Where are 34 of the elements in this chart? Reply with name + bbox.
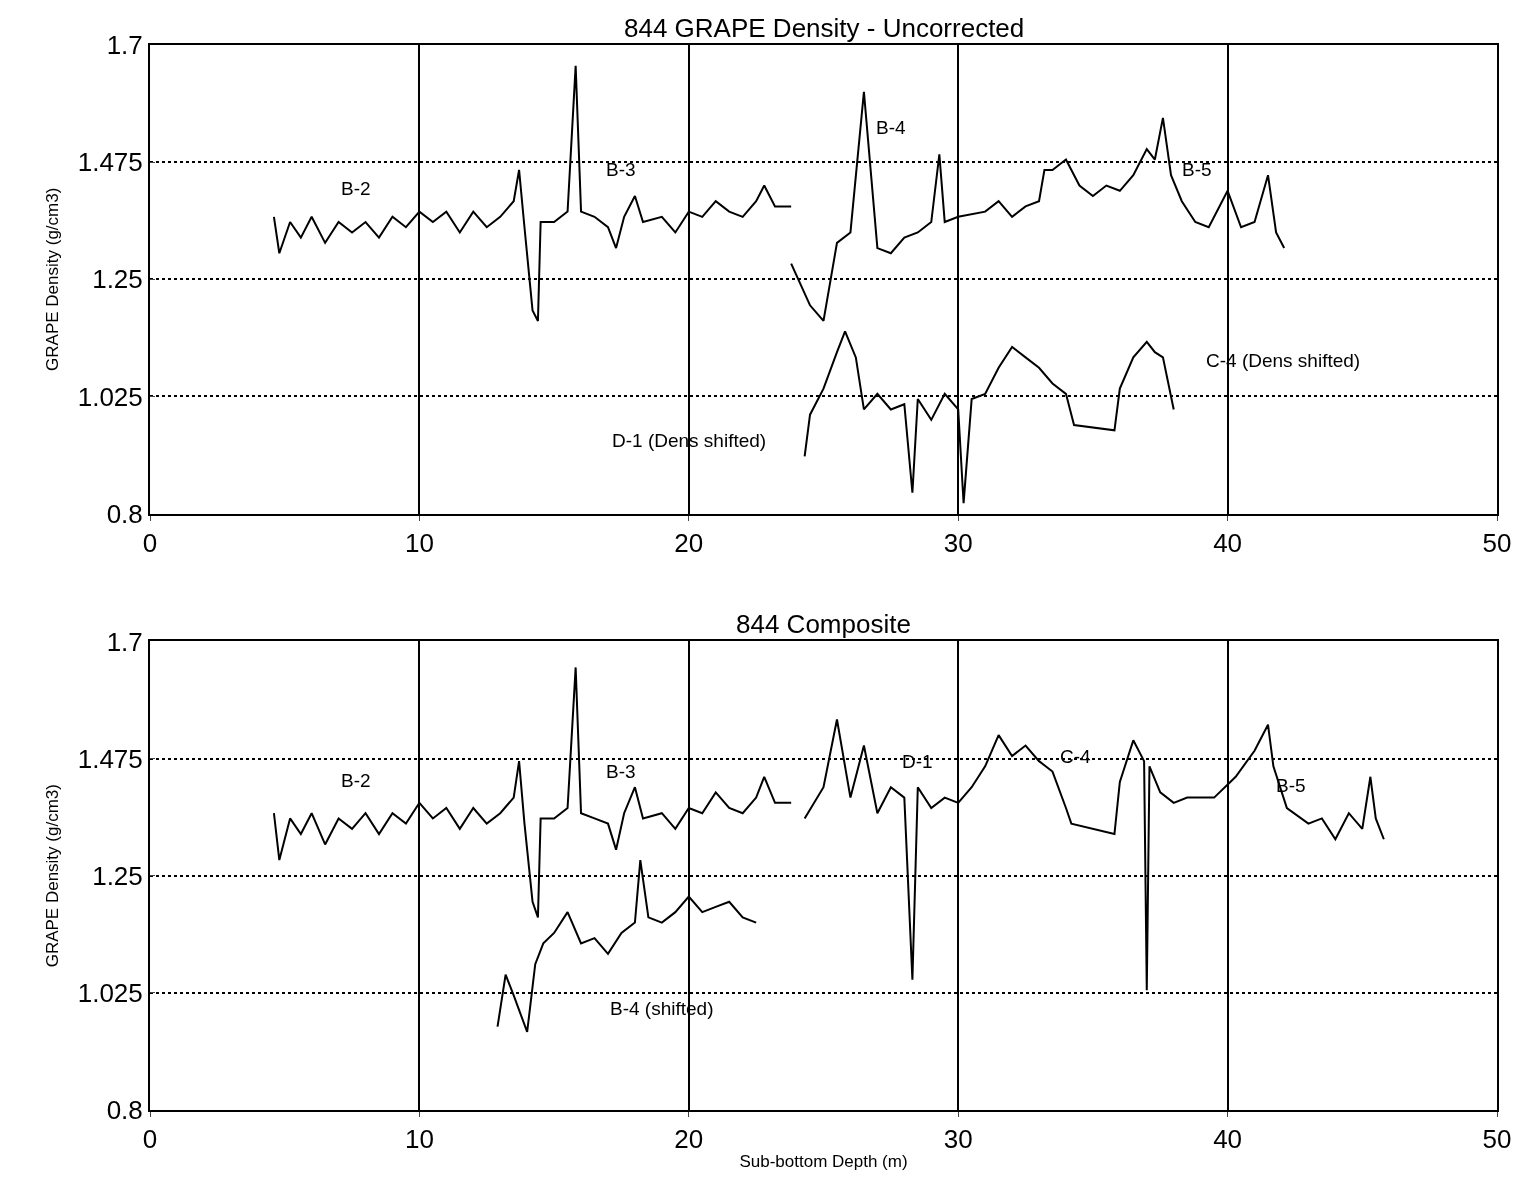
annotation: B-3	[606, 761, 636, 782]
x-tick-label: 0	[142, 527, 158, 558]
x-tick-label: 10	[404, 1124, 434, 1155]
annotation: B-3	[606, 159, 636, 180]
chart-title: 844 Composite	[736, 609, 911, 639]
y-tick-label: 1.475	[77, 147, 143, 178]
x-tick-label: 50	[1482, 527, 1512, 558]
y-tick-label: 1.25	[92, 264, 143, 295]
y-tick-label: 0.8	[106, 1095, 143, 1126]
y-tick-label: 1.25	[92, 860, 143, 891]
y-tick-label: 1.7	[106, 30, 143, 61]
annotation: B-4	[876, 117, 906, 138]
x-tick-label: 50	[1482, 1124, 1512, 1155]
x-tick-label: 30	[943, 527, 973, 558]
annotation: B-5	[1182, 159, 1212, 180]
x-tick-label: 40	[1213, 1124, 1243, 1155]
x-tick-label: 20	[674, 1124, 704, 1155]
x-tick-label: 30	[943, 1124, 973, 1155]
y-tick-label: 1.7	[106, 626, 143, 657]
y-tick-label: 1.025	[77, 381, 143, 412]
x-tick-label: 20	[674, 527, 704, 558]
annotation: D-1	[902, 751, 933, 772]
y-tick-label: 0.8	[106, 498, 143, 529]
x-axis-title: Sub-bottom Depth (m)	[739, 1152, 908, 1172]
y-axis-title: GRAPE Density (g/cm3)	[42, 784, 62, 968]
chart-title: 844 GRAPE Density - Uncorrected	[624, 13, 1025, 43]
x-tick-label: 0	[142, 1124, 158, 1155]
x-tick-label: 40	[1213, 527, 1243, 558]
annotation: B-2	[341, 178, 371, 199]
y-tick-label: 1.475	[77, 743, 143, 774]
y-tick-label: 1.025	[77, 977, 143, 1008]
annotation: B-2	[341, 770, 371, 791]
y-axis-title: GRAPE Density (g/cm3)	[42, 187, 62, 371]
x-tick-label: 10	[404, 527, 434, 558]
